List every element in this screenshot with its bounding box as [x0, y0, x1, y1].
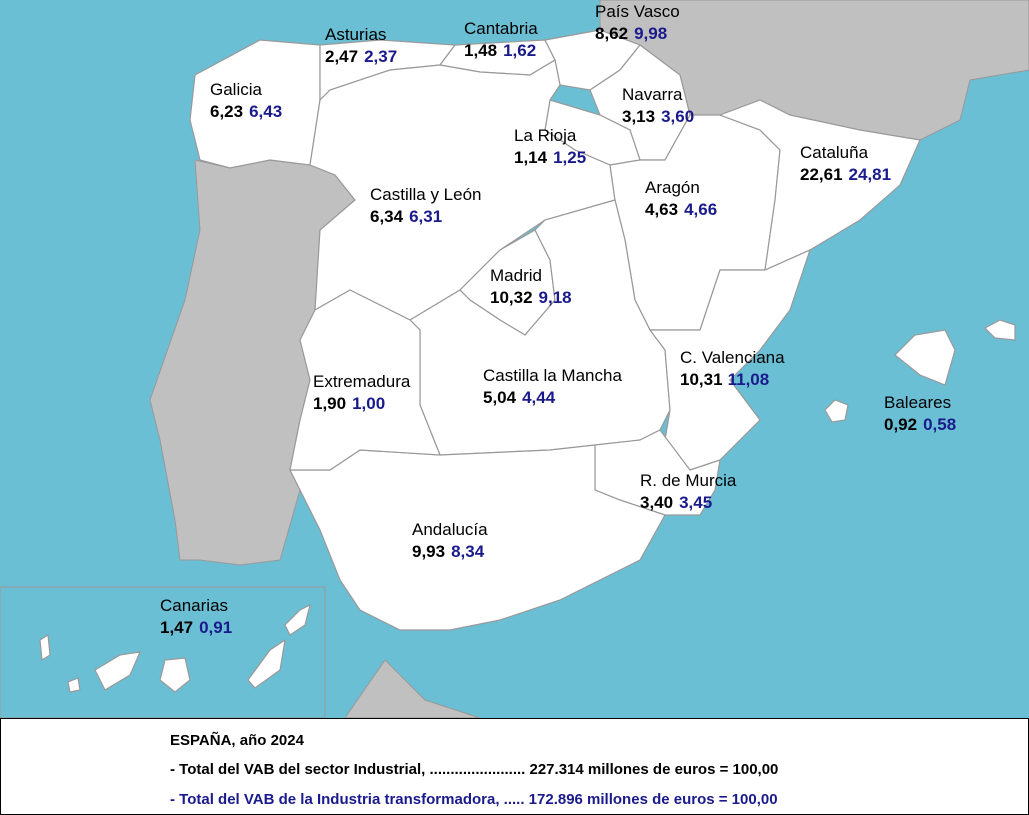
value-transformadora: 6,43	[249, 102, 282, 121]
region-values: 4,63 4,66	[645, 200, 717, 219]
canarias-5	[67, 677, 81, 693]
value-total: 22,61	[800, 165, 843, 184]
value-total: 1,48	[464, 41, 497, 60]
value-total: 8,62	[595, 24, 628, 43]
footer-line: - Total del VAB de la Industria transfor…	[170, 791, 778, 808]
region-name: Baleares	[884, 393, 951, 412]
andalucia-shape	[289, 444, 666, 631]
value-total: 0,92	[884, 415, 917, 434]
value-transformadora: 9,98	[634, 24, 667, 43]
region-values: 2,47 2,37	[325, 47, 397, 66]
value-transformadora: 1,25	[553, 148, 586, 167]
value-total: 10,31	[680, 370, 722, 389]
value-transformadora: 4,44	[522, 388, 556, 407]
region-values: 6,34 6,31	[370, 207, 442, 226]
cataluna-shape	[718, 99, 921, 271]
region-name: Madrid	[490, 266, 542, 285]
region-name: Canarias	[160, 596, 228, 615]
region-name: Castilla y León	[370, 185, 482, 204]
canarias-3	[247, 638, 286, 689]
region-values: 3,13 3,60	[622, 107, 694, 126]
region-name: Galicia	[210, 80, 263, 99]
region-values: 1,48 1,62	[464, 41, 536, 60]
value-total: 6,34	[370, 207, 404, 226]
region-name: Aragón	[645, 178, 700, 197]
menorca-shape	[984, 319, 1016, 341]
region-name: R. de Murcia	[640, 471, 737, 490]
canarias-6	[39, 633, 51, 662]
value-transformadora: 0,58	[923, 415, 956, 434]
extremadura-shape	[289, 289, 441, 471]
labels: Galicia 6,23 6,43 Asturias 2,47 2,37 Cantabria…	[160, 2, 956, 637]
footer-box	[0, 718, 1029, 815]
mallorca-shape	[894, 329, 956, 386]
region-values: 1,47 0,91	[160, 618, 232, 637]
region-name: La Rioja	[514, 126, 577, 145]
value-transformadora: 0,91	[199, 618, 232, 637]
value-transformadora: 4,66	[684, 200, 717, 219]
region-values: 3,40 3,45	[640, 493, 712, 512]
galicia-shape	[189, 39, 321, 169]
value-total: 4,63	[645, 200, 678, 219]
region-values: 10,32 9,18	[490, 288, 572, 307]
region-name: Asturias	[325, 25, 386, 44]
region-values: 0,92 0,58	[884, 415, 956, 434]
region-values: 5,04 4,44	[483, 388, 556, 407]
canarias-4	[284, 603, 311, 636]
value-transformadora: 3,45	[679, 493, 712, 512]
region-name: Cantabria	[464, 19, 538, 38]
value-total: 3,13	[622, 107, 655, 126]
region-values: 1,14 1,25	[514, 148, 586, 167]
region-values: 10,31 11,08	[680, 370, 769, 389]
value-total: 1,47	[160, 618, 193, 637]
value-total: 2,47	[325, 47, 358, 66]
region-values: 8,62 9,98	[595, 24, 667, 43]
region-name: Andalucía	[412, 520, 488, 539]
footer-title: ESPAÑA, año 2024	[170, 731, 305, 749]
region-values: 6,23 6,43	[210, 102, 282, 121]
valenciana-shape	[648, 248, 811, 471]
value-transformadora: 6,31	[409, 207, 442, 226]
value-total: 10,32	[490, 288, 533, 307]
regions	[39, 29, 1016, 693]
footer-line: - Total del VAB del sector Industrial, .…	[170, 761, 778, 778]
value-transformadora: 3,60	[661, 107, 694, 126]
ibiza-shape	[824, 399, 849, 423]
region-name: País Vasco	[595, 2, 680, 21]
value-total: 3,40	[640, 493, 673, 512]
region-name: C. Valenciana	[680, 348, 785, 367]
region-name: Castilla la Mancha	[483, 366, 622, 385]
value-transformadora: 1,00	[352, 394, 385, 413]
value-total: 6,23	[210, 102, 243, 121]
region-name: Cataluña	[800, 143, 869, 162]
value-transformadora: 8,34	[451, 542, 485, 561]
region-values: 22,61 24,81	[800, 165, 891, 184]
value-total: 1,90	[313, 394, 346, 413]
value-transformadora: 11,08	[728, 370, 770, 389]
canarias-2	[159, 657, 191, 693]
canarias-1	[94, 651, 141, 691]
region-values: 9,93 8,34	[412, 542, 485, 561]
region-values: 1,90 1,00	[313, 394, 385, 413]
value-transformadora: 2,37	[364, 47, 397, 66]
value-transformadora: 24,81	[849, 165, 892, 184]
region-name: Extremadura	[313, 372, 411, 391]
region-name: Navarra	[622, 85, 683, 104]
value-transformadora: 9,18	[539, 288, 572, 307]
value-transformadora: 1,62	[503, 41, 536, 60]
value-total: 1,14	[514, 148, 548, 167]
value-total: 5,04	[483, 388, 517, 407]
value-total: 9,93	[412, 542, 445, 561]
